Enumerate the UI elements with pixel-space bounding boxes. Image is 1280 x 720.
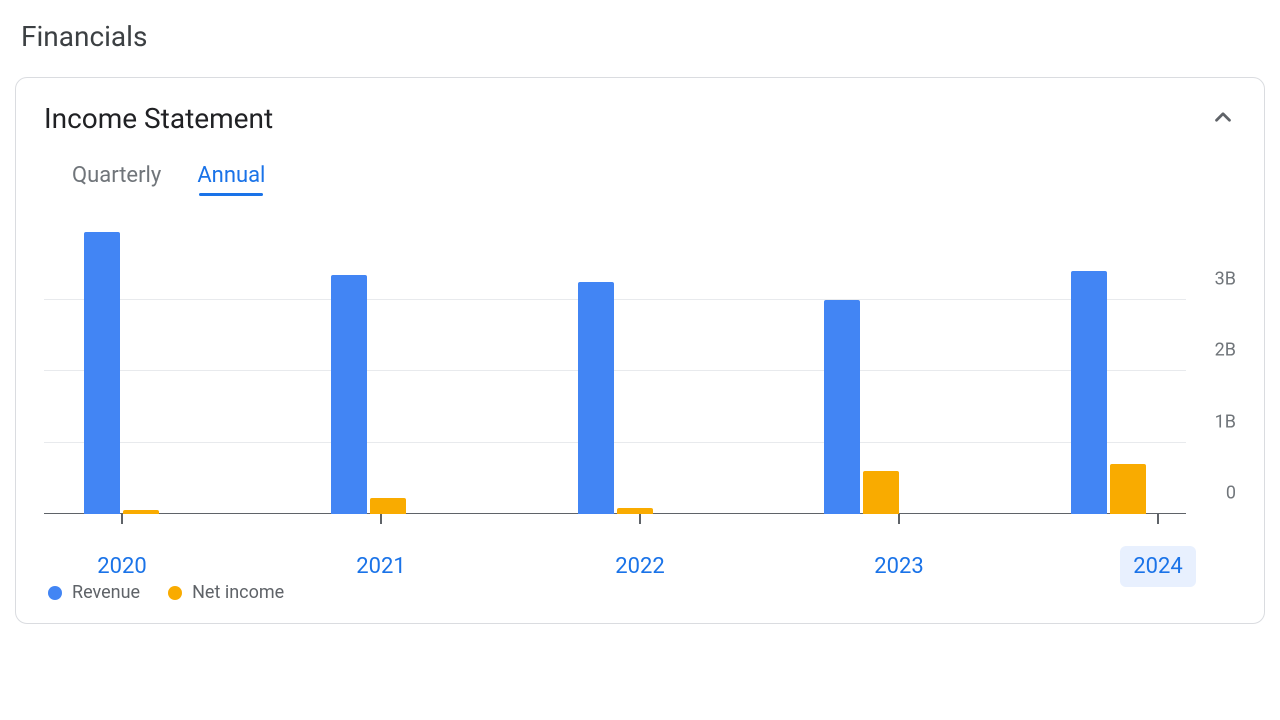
bar-group bbox=[331, 214, 406, 514]
x-axis-ticks bbox=[84, 514, 1196, 526]
x-tick-mark bbox=[1157, 514, 1159, 524]
year-button[interactable]: 2020 bbox=[84, 546, 160, 587]
bar[interactable] bbox=[1110, 464, 1146, 514]
bar[interactable] bbox=[863, 471, 899, 514]
year-button[interactable]: 2023 bbox=[861, 546, 937, 587]
bar[interactable] bbox=[1071, 271, 1107, 514]
tab-quarterly[interactable]: Quarterly bbox=[72, 163, 161, 194]
year-button[interactable]: 2022 bbox=[602, 546, 678, 587]
bar[interactable] bbox=[578, 282, 614, 514]
chart-plot-area bbox=[44, 214, 1186, 514]
x-tick bbox=[1120, 514, 1196, 526]
y-axis-label: 1B bbox=[1215, 411, 1236, 432]
bar-group bbox=[824, 214, 899, 514]
x-tick-mark bbox=[639, 514, 641, 524]
x-axis-labels: 2020 2021 2022 2023 2024 bbox=[84, 546, 1196, 587]
x-tick-mark bbox=[380, 514, 382, 524]
collapse-toggle[interactable] bbox=[1210, 104, 1236, 134]
tab-annual[interactable]: Annual bbox=[197, 163, 265, 194]
y-axis: 0 1B 2B 3B bbox=[1194, 214, 1236, 514]
year-button[interactable]: 2021 bbox=[343, 546, 419, 587]
bar[interactable] bbox=[370, 498, 406, 514]
bar-group bbox=[578, 214, 653, 514]
legend-dot-revenue bbox=[48, 586, 62, 600]
chart-container: 01B2B3B 20202021202220232024 bbox=[44, 214, 1236, 514]
card-header: Income Statement bbox=[44, 102, 1236, 135]
y-axis-label: 2B bbox=[1215, 340, 1236, 361]
legend-dot-net-income bbox=[168, 586, 182, 600]
bar-group bbox=[84, 214, 159, 514]
card-title: Income Statement bbox=[44, 102, 273, 135]
x-tick-mark bbox=[898, 514, 900, 524]
section-title: Financials bbox=[21, 20, 1265, 53]
bar-group bbox=[1071, 214, 1146, 514]
bar[interactable] bbox=[84, 232, 120, 514]
bar-groups bbox=[84, 214, 1146, 514]
period-tabs: Quarterly Annual bbox=[72, 163, 1236, 194]
year-button[interactable]: 2024 bbox=[1120, 546, 1196, 587]
chevron-up-icon bbox=[1210, 104, 1236, 130]
bar[interactable] bbox=[824, 300, 860, 514]
x-tick bbox=[84, 514, 160, 526]
x-tick-mark bbox=[121, 514, 123, 524]
x-tick bbox=[861, 514, 937, 526]
x-tick bbox=[343, 514, 419, 526]
y-axis-label: 3B bbox=[1215, 268, 1236, 289]
x-tick bbox=[602, 514, 678, 526]
y-axis-label: 0 bbox=[1226, 483, 1236, 504]
income-statement-card: Income Statement Quarterly Annual 0 1B 2B 3… bbox=[15, 77, 1265, 624]
bar[interactable] bbox=[331, 275, 367, 514]
